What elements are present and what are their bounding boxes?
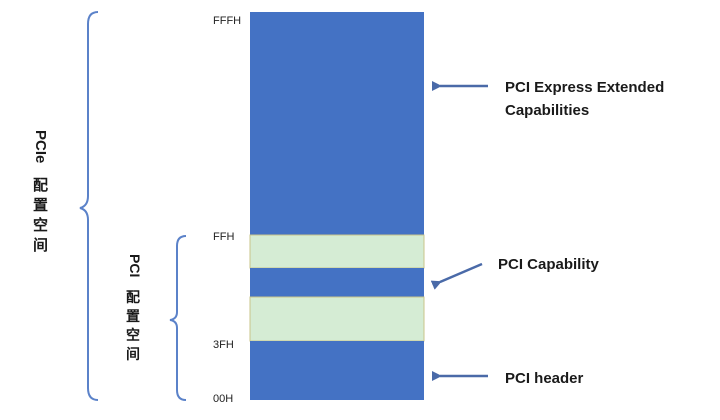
pcie-label-char-2: 置 — [33, 197, 48, 214]
address-label-ffh: FFH — [213, 231, 234, 243]
address-label-3fh: 3FH — [213, 339, 234, 351]
pci-label-char-4: 间 — [126, 346, 140, 362]
pci-label-latin: PCI — [127, 254, 143, 277]
pcie-brace — [79, 11, 99, 401]
pci-brace — [169, 235, 187, 401]
callout-pci-capability: PCI Capability — [498, 256, 600, 273]
pci-label-char-1: 配 — [126, 289, 140, 305]
blue-separator-region — [250, 268, 424, 297]
pcie-config-space-label: PCIe 配 置 空 间 — [32, 130, 49, 254]
pci-label-char-2: 置 — [126, 308, 140, 324]
arrow-pci-capability — [430, 262, 483, 290]
pcie-label-char-3: 空 — [33, 216, 48, 234]
pci-label-char-3: 空 — [126, 327, 140, 343]
pci-capability-region-upper — [249, 234, 425, 269]
pcie-label-char-1: 配 — [33, 177, 48, 194]
extended-capabilities-region — [250, 12, 424, 235]
pci-header-region — [250, 341, 424, 400]
callout-pci-header: PCI header — [505, 370, 584, 387]
pcie-label-char-4: 间 — [33, 236, 48, 254]
pci-config-space-label: PCI 配 置 空 间 — [126, 254, 143, 362]
config-space-column — [249, 12, 425, 400]
callout-extended-line1: PCI Express Extended — [505, 79, 664, 96]
address-label-fffh: FFFH — [213, 15, 241, 27]
address-label-00h: 00H — [213, 393, 233, 405]
pcie-label-latin: PCIe — [32, 130, 49, 163]
pci-capability-region-lower — [249, 296, 425, 342]
callout-extended-line2: Capabilities — [505, 102, 589, 119]
